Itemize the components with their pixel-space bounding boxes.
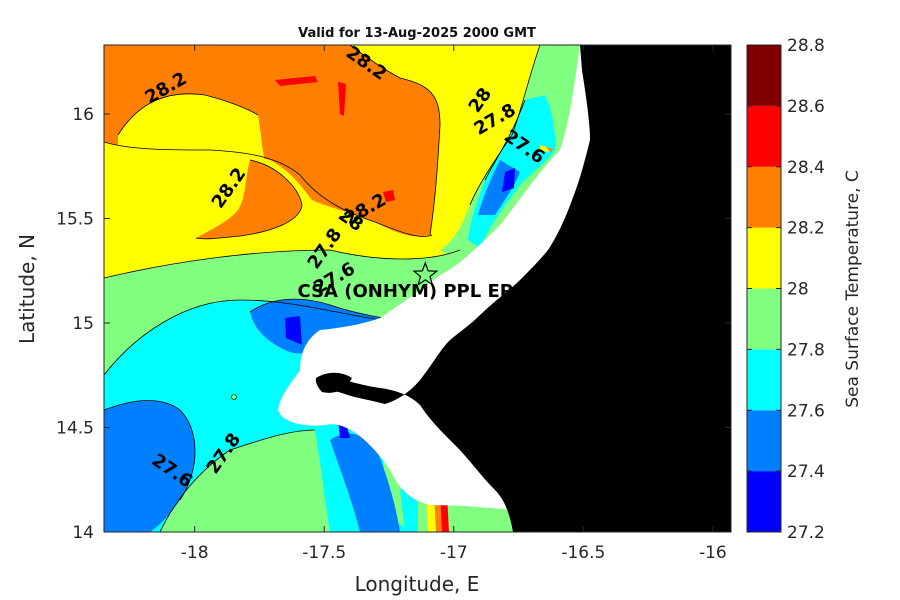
cap-vert-peninsula (315, 372, 352, 393)
map-title: Valid for 13-Aug-2025 2000 GMT (298, 26, 536, 41)
sst-band-28.2-28.4-coast (546, 147, 553, 152)
sst-band-27.2-27.4-coast (502, 168, 515, 192)
land-mass (316, 45, 731, 532)
colorbar-tick-label: 28 (787, 280, 809, 300)
sst-band-27.8-28-coast (440, 45, 556, 262)
sst-band-28.2-28.4-lobe (196, 160, 302, 239)
colorbar: 27.2 27.4 27.6 27.8 28 28.2 28.4 28.6 28.8 (746, 36, 825, 543)
y-tick-label: 15 (72, 314, 94, 334)
x-tick-label: -17 (440, 543, 468, 563)
sst-band-27.4-27.6-sw (104, 400, 195, 532)
colorbar-tick-label: 27.8 (787, 340, 825, 360)
colorbar-swatch (747, 288, 781, 350)
sst-band-27.2-27.4 (285, 316, 302, 345)
small-island (231, 394, 237, 400)
sst-band-28.2-28.4-north (104, 45, 440, 237)
y-axis: 14 14.5 15 15.5 16 (56, 105, 731, 543)
y-axis-label: Latitude, N (15, 234, 39, 344)
sst-band-27.8-28-south (160, 430, 330, 532)
sst-band-28-28.2-coast (540, 145, 550, 152)
colorbar-swatch (747, 227, 781, 289)
colorbar-swatch (747, 45, 781, 106)
sst-band-28.4-28.6-spot (383, 190, 395, 202)
colorbar-swatch (747, 410, 781, 472)
x-tick-label: -16 (699, 543, 727, 563)
star-icon (412, 261, 439, 287)
colorbar-tick-label: 28.8 (787, 36, 825, 56)
colorbar-tick-label: 27.2 (787, 523, 825, 543)
colorbar-tick-label: 28.6 (787, 97, 825, 117)
sst-band-28.4-28.6-spot (275, 76, 318, 86)
y-tick-label: 15.5 (56, 209, 94, 229)
x-axis: -18 -17.5 -17 -16.5 -16 (181, 45, 727, 563)
sst-band-27.4-27.6-south (330, 433, 400, 532)
colorbar-tick-label: 27.6 (787, 401, 825, 421)
x-tick-label: -18 (181, 543, 209, 563)
sst-band-28.4-28.6-spot (338, 82, 346, 116)
x-tick-label: -16.5 (561, 543, 605, 563)
colorbar-tick-label: 27.4 (787, 462, 825, 482)
colorbar-swatch (747, 166, 781, 228)
plot-frame (103, 44, 732, 533)
colorbar-swatch (747, 349, 781, 411)
colorbar-tick-label: 28.4 (787, 158, 825, 178)
y-tick-label: 14 (72, 523, 94, 543)
station-label: CSA (ONHYM) PPL EP (298, 281, 513, 302)
sst-band-28-28.2-inner (118, 93, 265, 160)
y-tick-label: 16 (72, 105, 94, 125)
y-tick-label: 14.5 (56, 418, 94, 438)
colorbar-label: Sea Surface Temperature, C (843, 170, 863, 408)
colorbar-tick-label: 28.2 (787, 219, 825, 239)
colorbar-swatch (747, 105, 781, 167)
station-marker: CSA (ONHYM) PPL EP (298, 261, 513, 302)
x-tick-label: -17.5 (302, 543, 346, 563)
x-axis-label: Longitude, E (355, 572, 480, 596)
colorbar-swatch (747, 471, 781, 532)
